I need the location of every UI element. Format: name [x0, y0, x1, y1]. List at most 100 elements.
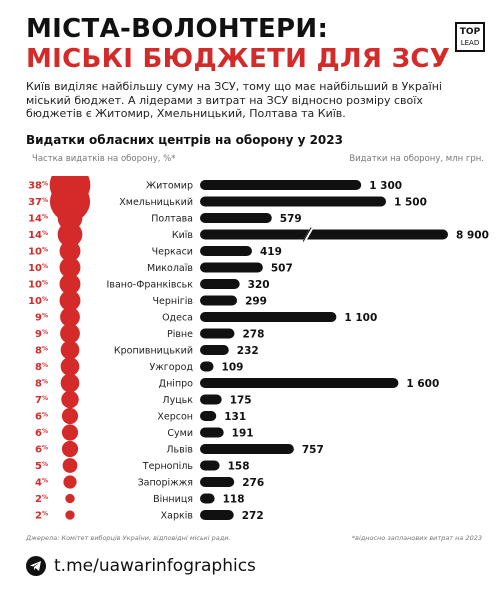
share-bubble [63, 475, 77, 489]
city-label: Херсон [157, 412, 193, 423]
spending-value-label: 320 [248, 279, 270, 291]
share-label: 8% [35, 379, 48, 390]
spending-value-label: 757 [302, 444, 324, 456]
spending-chart: 38% Житомир 1 300 37% Хмельницький 1 500 14% По… [28, 176, 489, 522]
city-label: Суми [167, 428, 193, 439]
share-bubble [61, 390, 79, 409]
city-label: Полтава [151, 214, 193, 225]
intro-text: Київ виділяє найбільшу суму на ЗСУ, тому… [26, 80, 442, 120]
share-label: 14% [28, 214, 48, 225]
share-label: 7% [35, 395, 48, 406]
spending-bar [200, 510, 234, 520]
spending-bar [200, 312, 337, 322]
share-label: 8% [35, 346, 48, 357]
spending-bar [200, 279, 240, 289]
share-bubble [59, 257, 81, 278]
city-label: Черкаси [152, 247, 193, 258]
logo-top-text: TOP [459, 27, 481, 37]
city-label: Дніпро [159, 379, 194, 390]
share-label: 2% [35, 511, 48, 522]
share-bubble [59, 290, 81, 311]
share-label: 5% [35, 461, 48, 472]
spending-bar [200, 411, 217, 421]
spending-value-label: 278 [242, 329, 264, 341]
share-bubble [59, 273, 81, 295]
spending-value-label: 1 100 [344, 312, 377, 324]
city-label: Тернопіль [142, 461, 194, 472]
share-bubble [60, 307, 80, 327]
city-label: Житомир [146, 181, 193, 192]
share-column-label: Частка видатків на оборону, %* [32, 154, 176, 164]
logo-bottom-text: LEAD [460, 39, 480, 47]
telegram-url: t.me/uawarinfographics [54, 556, 256, 576]
footnote: *відносно запланових витрат на 2023 [351, 534, 482, 542]
spending-value-label: 109 [222, 362, 244, 374]
spending-value-label: 175 [230, 395, 252, 407]
share-bubble [59, 240, 81, 262]
city-label: Ужгород [149, 362, 193, 373]
bar-break-mark [302, 226, 314, 243]
share-bubble [57, 222, 83, 247]
share-label: 10% [28, 263, 48, 274]
spending-value-label: 1 600 [406, 378, 439, 390]
spending-column-label: Видатки на оборону, млн грн. [349, 154, 484, 164]
spending-bar [200, 196, 386, 207]
spending-bar [200, 493, 215, 504]
spending-bar [200, 246, 252, 256]
share-label: 2% [35, 494, 48, 505]
share-label: 6% [35, 445, 48, 456]
spending-value-label: 1 500 [394, 197, 427, 209]
page-title: МІСТА-ВОЛОНТЕРИ: МІСЬКІ БЮДЖЕТИ ДЛЯ ЗСУ [26, 14, 450, 74]
spending-bar [200, 427, 224, 438]
spending-bar [200, 262, 263, 273]
spending-bar [200, 460, 220, 471]
share-bubble [61, 440, 79, 458]
spending-value-label: 232 [237, 345, 259, 357]
city-label: Чернігів [153, 296, 194, 307]
share-label: 10% [28, 296, 48, 307]
share-label: 6% [35, 412, 48, 423]
share-label: 14% [28, 230, 48, 241]
telegram-link[interactable]: t.me/uawarinfographics [26, 556, 256, 576]
telegram-icon [26, 556, 46, 576]
spending-value-label: 8 900 [456, 230, 489, 242]
share-bubble [62, 458, 78, 473]
city-label: Запоріжжя [138, 478, 193, 489]
share-label: 4% [35, 478, 48, 489]
spending-value-label: 299 [245, 296, 267, 308]
spending-bar [200, 295, 238, 306]
city-label: Івано-Франківськ [107, 280, 194, 291]
share-label: 10% [28, 280, 48, 291]
share-bubble [65, 493, 75, 504]
city-label: Миколаїв [147, 263, 193, 274]
spending-value-label: 131 [224, 411, 246, 423]
share-bubble [61, 424, 79, 441]
share-label: 9% [35, 313, 48, 324]
city-label: Харків [161, 511, 194, 522]
share-bubble [60, 357, 80, 376]
share-label: 9% [35, 329, 48, 340]
chart-title: Видатки обласних центрів на оборону у 20… [26, 133, 343, 147]
city-label: Луцьк [162, 395, 193, 406]
spending-bar [200, 213, 272, 223]
title-line-2: МІСЬКІ БЮДЖЕТИ ДЛЯ ЗСУ [26, 44, 451, 74]
spending-value-label: 579 [280, 213, 302, 225]
title-line-1: МІСТА-ВОЛОНТЕРИ: [26, 14, 329, 44]
city-label: Хмельницький [119, 197, 193, 208]
share-label: 38% [28, 181, 48, 192]
source-note: Джерела: Комітет виборців України, відпо… [26, 534, 231, 542]
share-label: 37% [28, 197, 48, 208]
share-bubble [60, 340, 80, 360]
share-bubble [61, 407, 79, 425]
spending-bar [200, 444, 294, 454]
spending-value-label: 118 [223, 494, 245, 506]
city-label: Вінниця [153, 494, 193, 505]
spending-value-label: 191 [232, 428, 254, 440]
spending-bar [200, 328, 235, 339]
spending-bar [200, 345, 229, 355]
spending-bar [200, 180, 362, 190]
share-label: 6% [35, 428, 48, 439]
city-label: Львів [166, 445, 193, 456]
city-label: Рівне [167, 329, 193, 340]
share-bubble [60, 373, 80, 393]
